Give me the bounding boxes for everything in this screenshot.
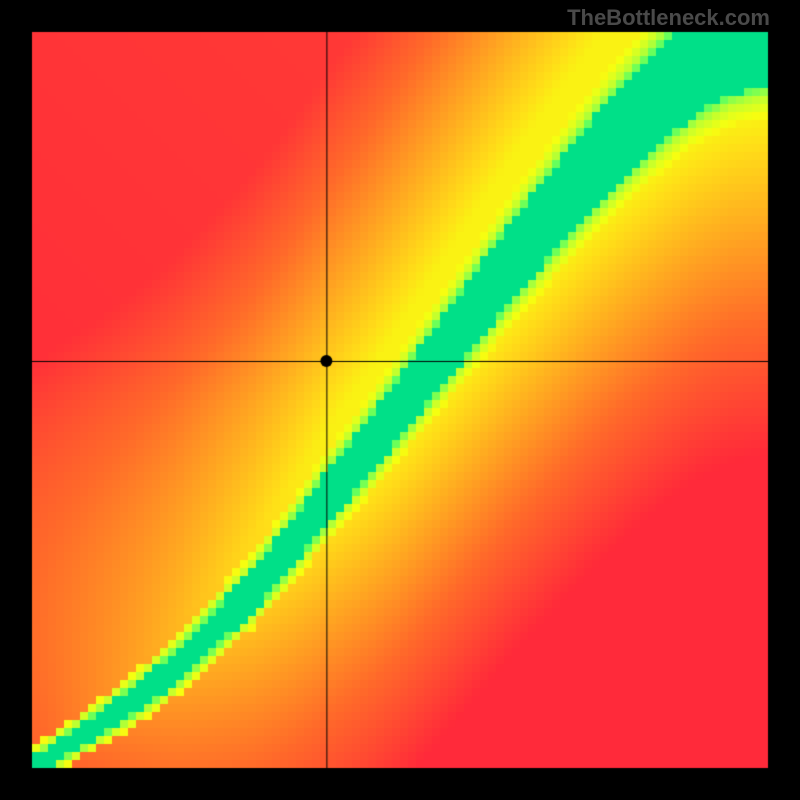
watermark-text: TheBottleneck.com xyxy=(567,5,770,31)
chart-container: TheBottleneck.com xyxy=(0,0,800,800)
bottleneck-heatmap-canvas xyxy=(0,0,800,800)
